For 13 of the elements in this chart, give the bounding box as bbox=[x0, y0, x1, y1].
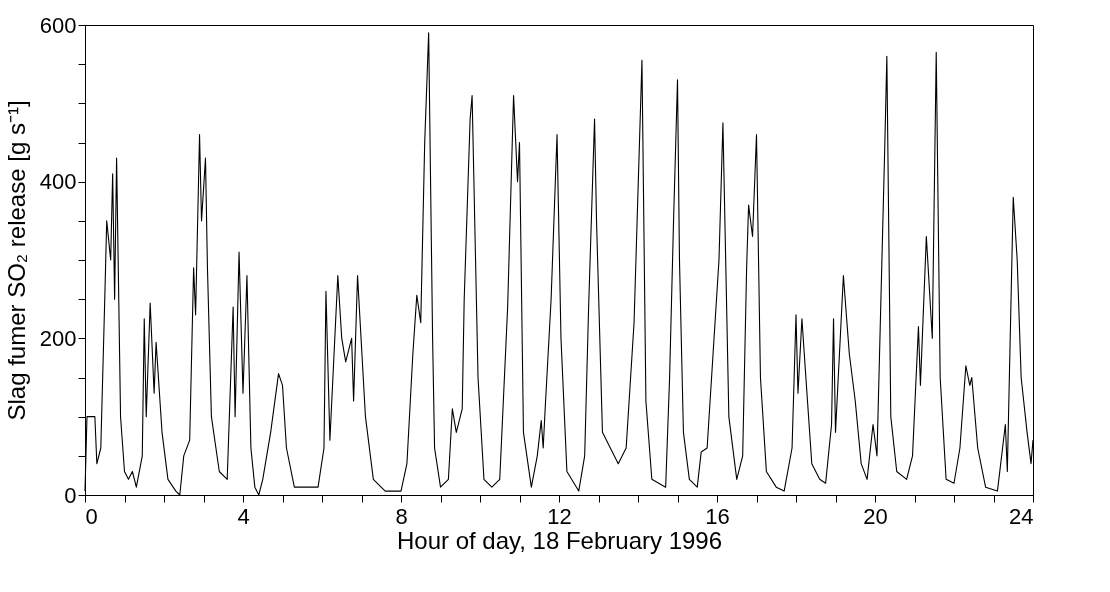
y-tick-label: 600 bbox=[39, 12, 77, 38]
y-tick-label: 200 bbox=[39, 325, 77, 351]
x-tick-label: 20 bbox=[863, 503, 888, 529]
x-tick-label: 4 bbox=[237, 503, 250, 529]
x-tick-label: 0 bbox=[85, 503, 98, 529]
y-tick-label: 400 bbox=[39, 169, 77, 195]
x-tick-label: 8 bbox=[395, 503, 408, 529]
y-axis-title: Slag fumer SO₂ release [g s⁻¹] bbox=[2, 100, 30, 421]
x-axis-title: Hour of day, 18 February 1996 bbox=[396, 526, 723, 554]
x-tick-label: 24 bbox=[1009, 503, 1034, 529]
x-tick-label: 16 bbox=[705, 503, 730, 529]
x-tick-label: 12 bbox=[547, 503, 572, 529]
y-tick-label: 0 bbox=[64, 482, 77, 508]
